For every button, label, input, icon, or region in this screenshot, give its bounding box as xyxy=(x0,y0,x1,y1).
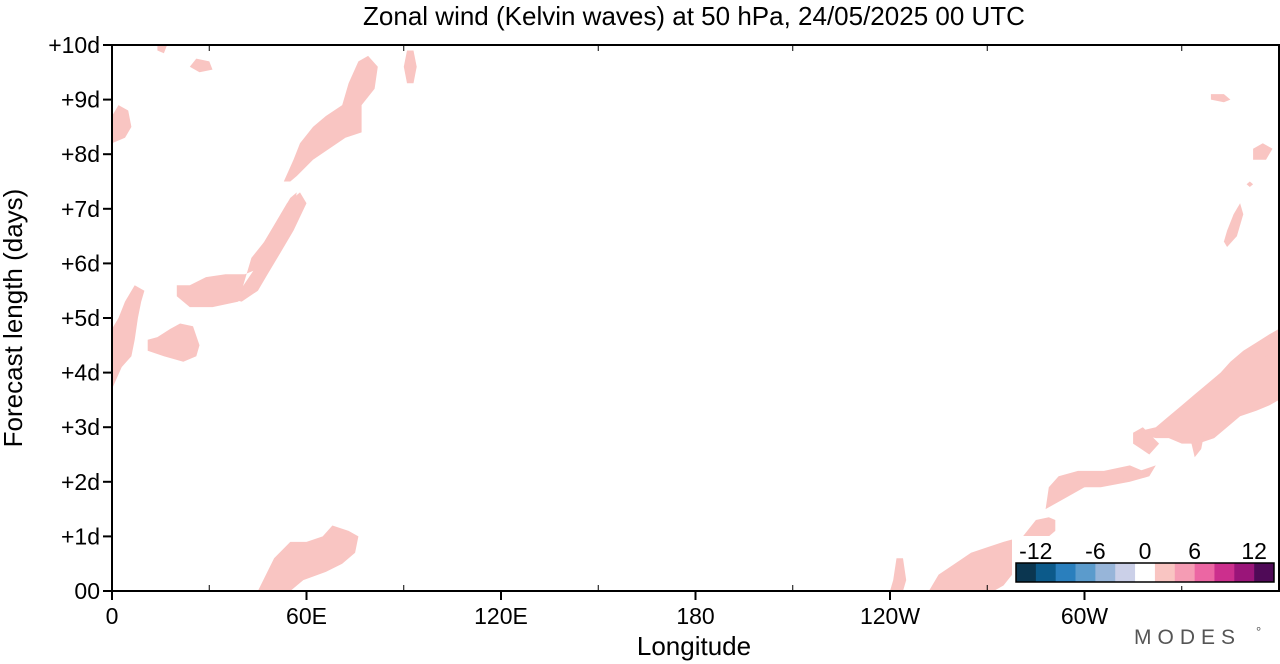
westerly-anomaly-region xyxy=(1246,181,1254,187)
westerly-anomaly-region xyxy=(1191,427,1205,458)
westerly-anomaly-region xyxy=(928,517,1056,591)
y-axis: 00 +1d +2d +3d +4d +5d +6d +7d +8d +9d +10d xyxy=(48,32,112,604)
y-tick-label: +1d xyxy=(61,523,100,549)
y-tick-label: +4d xyxy=(61,360,100,386)
colorbar-swatch xyxy=(1154,563,1176,582)
colorbar-legend: -12 -6 0 6 12 xyxy=(1012,536,1278,586)
colorbar-swatches xyxy=(1015,562,1275,583)
chart-title: Zonal wind (Kelvin waves) at 50 hPa, 24/… xyxy=(363,1,1025,31)
westerly-anomaly-region xyxy=(1210,94,1231,103)
easterly-anomaly-region xyxy=(514,577,553,591)
westerly-anomaly-region xyxy=(1045,465,1143,510)
westerly-anomaly-region xyxy=(1133,427,1160,455)
westerly-anomaly-region xyxy=(945,585,952,591)
logo-mark: ° xyxy=(1256,624,1261,639)
colorbar-swatch xyxy=(1135,563,1156,582)
colorbar-swatch xyxy=(1055,563,1076,582)
x-tick-label: 120W xyxy=(860,603,920,629)
x-tick-label: 60W xyxy=(1061,603,1109,629)
x-tick-label: 120E xyxy=(474,603,528,629)
y-tick-label: +3d xyxy=(61,414,100,440)
plot-area xyxy=(111,44,1280,592)
easterly-anomaly-region xyxy=(569,143,579,160)
easterly-anomaly-region xyxy=(420,580,453,591)
colorbar-label: 6 xyxy=(1188,538,1201,564)
colorbar-swatch xyxy=(1095,563,1116,582)
westerly-anomaly-region xyxy=(112,105,132,144)
y-tick-label: +10d xyxy=(48,32,100,58)
x-axis-label: Longitude xyxy=(637,631,751,661)
colorbar-swatch xyxy=(1075,563,1096,582)
westerly-anomaly-region xyxy=(1207,331,1279,395)
colorbar-swatch xyxy=(1035,563,1056,582)
easterly-anomaly-region xyxy=(112,208,132,253)
colorbar-swatch xyxy=(1016,563,1037,582)
easterly-anomaly-region xyxy=(838,290,874,357)
colorbar-swatch xyxy=(1115,563,1136,582)
westerly-anomaly-region xyxy=(176,192,297,308)
westerly-anomaly-region xyxy=(112,285,145,389)
modes-logo: MODES xyxy=(1134,626,1241,649)
westerly-anomaly-region xyxy=(890,558,907,591)
westerly-anomaly-region xyxy=(228,192,307,302)
y-tick-label: +5d xyxy=(61,305,100,331)
westerly-anomaly-region xyxy=(403,50,417,84)
easterly-anomaly-region xyxy=(1246,260,1257,269)
colorbar-swatch xyxy=(1234,563,1255,582)
westerly-anomaly-region xyxy=(189,58,213,73)
colorbar-frame xyxy=(1015,562,1275,583)
westerly-anomaly-region xyxy=(1223,203,1244,247)
easterly-anomaly-region xyxy=(1146,176,1156,185)
y-tick-label: +9d xyxy=(61,87,100,113)
x-axis: 0 60E 120E 180 120W 60W xyxy=(106,591,1109,629)
colorbar-swatch xyxy=(1214,563,1235,582)
colorbar-swatch xyxy=(1254,563,1275,582)
colorbar-label: 12 xyxy=(1241,538,1267,564)
westerly-anomaly-region xyxy=(157,45,168,54)
y-tick-label: +8d xyxy=(61,141,100,167)
westerly-anomaly-region xyxy=(147,323,200,362)
contour-layer xyxy=(112,45,1279,591)
easterly-anomaly-region xyxy=(468,566,495,591)
x-tick-label: 0 xyxy=(106,603,119,629)
plot-background xyxy=(112,45,1279,591)
colorbar-swatch xyxy=(1174,563,1195,582)
x-tick-label: 180 xyxy=(676,603,714,629)
x-tick-label: 60E xyxy=(286,603,327,629)
westerly-anomaly-region xyxy=(1253,143,1273,160)
colorbar-label: -6 xyxy=(1085,538,1105,564)
y-tick-label: +2d xyxy=(61,469,100,495)
easterly-anomaly-region xyxy=(783,339,819,362)
colorbar-labels: -12 -6 0 6 12 xyxy=(1019,538,1267,564)
easterly-anomaly-region xyxy=(235,55,281,95)
colorbar-swatch xyxy=(1194,563,1215,582)
y-tick-label: 00 xyxy=(74,578,100,604)
y-tick-label: +7d xyxy=(61,196,100,222)
colorbar-label: 0 xyxy=(1139,538,1152,564)
westerly-anomaly-region xyxy=(283,55,378,182)
easterly-anomaly-region xyxy=(1204,476,1221,493)
westerly-anomaly-region xyxy=(257,525,359,591)
y-axis-label: Forecast length (days) xyxy=(0,189,28,448)
y-tick-label: +6d xyxy=(61,250,100,276)
colorbar-label: -12 xyxy=(1019,538,1052,564)
easterly-anomaly-region xyxy=(1253,203,1279,264)
